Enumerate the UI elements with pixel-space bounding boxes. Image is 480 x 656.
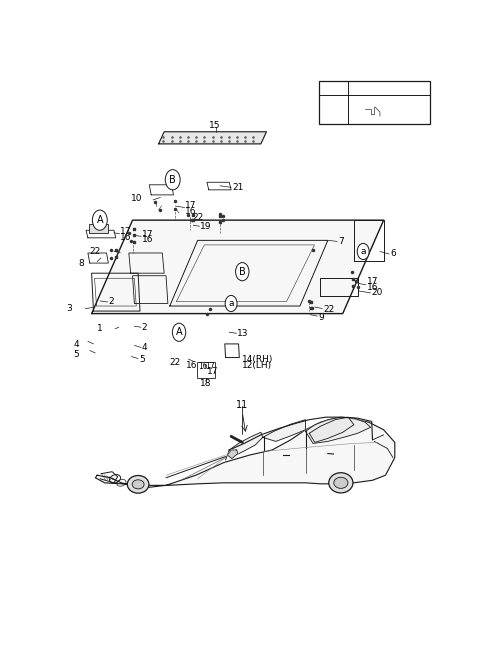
Polygon shape: [309, 417, 354, 442]
Circle shape: [172, 323, 186, 341]
Ellipse shape: [329, 473, 353, 493]
Text: 15: 15: [209, 121, 220, 130]
Text: 22: 22: [192, 213, 204, 222]
Text: 5: 5: [139, 355, 144, 364]
Text: 2: 2: [142, 323, 147, 332]
Ellipse shape: [132, 480, 144, 489]
Text: 17: 17: [120, 227, 132, 236]
Text: 16: 16: [198, 362, 208, 371]
Text: 19: 19: [200, 222, 212, 231]
Text: 17: 17: [205, 362, 215, 371]
Polygon shape: [92, 220, 384, 314]
Circle shape: [165, 170, 180, 190]
Text: a: a: [360, 247, 366, 256]
Text: B: B: [169, 174, 176, 185]
Circle shape: [327, 82, 336, 95]
Text: 11: 11: [236, 400, 249, 409]
Ellipse shape: [127, 476, 149, 493]
Polygon shape: [305, 417, 371, 443]
Text: 22: 22: [169, 358, 181, 367]
Text: A: A: [176, 327, 182, 337]
Text: 16: 16: [186, 361, 198, 370]
Text: 17: 17: [367, 277, 378, 286]
Bar: [319, 81, 430, 124]
Text: 17: 17: [142, 230, 153, 239]
Text: 14(RH): 14(RH): [242, 354, 274, 363]
Text: 20: 20: [372, 289, 383, 297]
Text: B: B: [239, 267, 246, 277]
Text: 16: 16: [185, 207, 197, 216]
Polygon shape: [228, 450, 238, 459]
Text: 7: 7: [338, 237, 344, 246]
Text: 9: 9: [318, 313, 324, 321]
Bar: [89, 224, 108, 233]
Text: 6: 6: [390, 249, 396, 258]
Text: 8: 8: [78, 258, 84, 268]
Text: a: a: [228, 299, 234, 308]
Text: 22: 22: [89, 247, 100, 256]
Circle shape: [236, 262, 249, 281]
Text: 16: 16: [142, 236, 153, 244]
Ellipse shape: [334, 478, 348, 488]
Text: 1: 1: [97, 324, 103, 333]
Text: 2: 2: [108, 297, 114, 306]
Polygon shape: [158, 132, 266, 144]
Text: 4: 4: [74, 340, 79, 350]
Text: 4: 4: [142, 344, 147, 352]
Text: 17: 17: [185, 201, 197, 209]
Text: 16: 16: [367, 283, 378, 292]
Text: 10: 10: [131, 194, 143, 203]
Circle shape: [225, 295, 237, 312]
Circle shape: [92, 210, 107, 230]
Text: 21: 21: [232, 183, 243, 192]
Text: A: A: [96, 215, 103, 225]
Polygon shape: [263, 420, 305, 441]
Polygon shape: [229, 432, 263, 457]
Polygon shape: [96, 418, 395, 488]
Text: a: a: [329, 84, 334, 92]
Text: 12(LH): 12(LH): [242, 361, 273, 370]
Text: 17: 17: [207, 367, 218, 376]
Circle shape: [357, 243, 369, 260]
Text: 16: 16: [120, 233, 132, 242]
Text: 23: 23: [380, 82, 395, 95]
Bar: [197, 361, 215, 378]
Text: 3: 3: [66, 304, 72, 313]
Text: 18: 18: [200, 379, 212, 388]
Text: 13: 13: [238, 329, 249, 338]
Text: 5: 5: [73, 350, 79, 359]
Text: 22: 22: [323, 305, 334, 314]
